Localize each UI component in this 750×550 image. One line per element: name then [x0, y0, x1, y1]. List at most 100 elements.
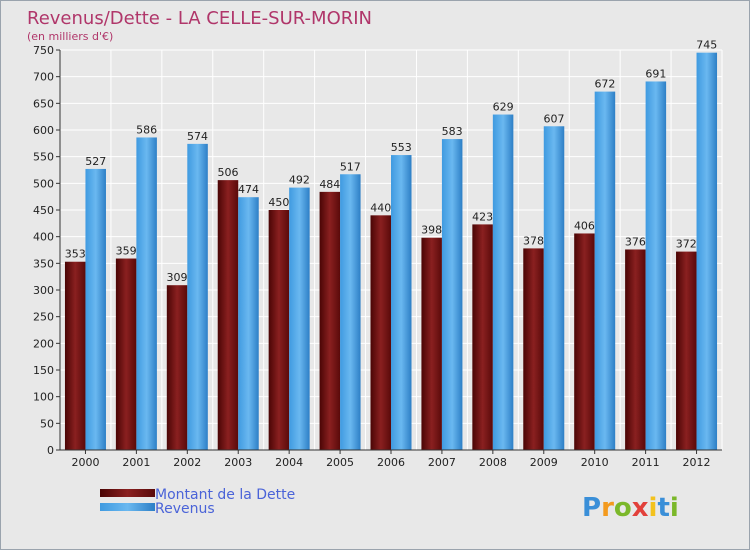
chart-title: Revenus/Dette - LA CELLE-SUR-MORIN — [27, 8, 372, 29]
data-label-revenus: 474 — [238, 183, 259, 196]
data-label-revenus: 492 — [289, 174, 310, 187]
bar-debt — [421, 237, 442, 450]
bar-revenus — [136, 137, 157, 450]
bar-revenus — [543, 126, 565, 451]
bar-revenus — [391, 155, 412, 451]
bar-debt — [268, 210, 290, 450]
bar-revenus — [187, 143, 208, 450]
legend-label-debt: Montant de la Dette — [155, 487, 295, 503]
x-tick-label: 2006 — [377, 456, 405, 469]
data-label-debt: 309 — [167, 271, 188, 284]
data-label-debt: 398 — [421, 224, 442, 237]
chart-subtitle: (en milliers d'€) — [27, 30, 113, 43]
data-label-revenus: 607 — [544, 112, 565, 125]
data-label-revenus: 517 — [340, 160, 361, 173]
y-tick-label: 200 — [33, 337, 54, 350]
bar-debt — [370, 215, 391, 450]
y-tick-label: 550 — [33, 151, 54, 164]
bar-debt — [523, 248, 544, 450]
y-tick-label: 150 — [33, 364, 54, 377]
legend-swatch-revenus — [100, 503, 155, 511]
data-label-revenus: 586 — [136, 123, 157, 136]
bar-debt — [472, 224, 493, 450]
data-label-revenus: 583 — [442, 125, 463, 138]
bar-revenus — [289, 187, 310, 450]
data-label-revenus: 691 — [645, 67, 666, 80]
y-tick-label: 450 — [33, 204, 54, 217]
x-tick-label: 2007 — [428, 456, 456, 469]
data-label-debt: 450 — [268, 196, 289, 209]
y-axis: 0 50 100 150 200 250 300 350 400 450 500 550 600 650 7… — [33, 44, 61, 457]
data-label-revenus: 527 — [85, 155, 106, 168]
logo-letter: x — [632, 493, 649, 523]
bar-revenus — [645, 81, 667, 450]
bar-debt — [64, 261, 86, 450]
x-tick-label: 2001 — [122, 456, 150, 469]
data-label-debt: 359 — [116, 245, 137, 258]
x-axis: 2000 2001 2002 2003 2004 2005 2006 2007 2008 2009… — [60, 449, 722, 469]
y-tick-label: 600 — [33, 124, 54, 137]
x-tick-label: 2011 — [632, 456, 660, 469]
y-tick-label: 500 — [33, 177, 54, 190]
data-label-revenus: 629 — [493, 101, 514, 114]
logo-letter: r — [601, 493, 614, 523]
y-tick-label: 400 — [33, 231, 54, 244]
x-tick-label: 2010 — [581, 456, 609, 469]
bar-revenus — [238, 197, 259, 450]
bar-debt — [115, 258, 137, 450]
legend: Montant de la Dette Revenus — [100, 487, 295, 517]
bar-debt — [217, 180, 239, 450]
x-tick-label: 2002 — [173, 456, 201, 469]
x-tick-label: 2003 — [224, 456, 252, 469]
x-tick-label: 2012 — [683, 456, 711, 469]
bar-debt — [625, 249, 646, 450]
logo-letter: t — [657, 493, 669, 523]
data-label-debt: 353 — [65, 248, 86, 261]
y-tick-label: 0 — [47, 444, 54, 457]
data-label-debt: 484 — [319, 178, 340, 191]
proxiti-logo: Proxiti — [582, 493, 679, 523]
y-tick-label: 50 — [40, 417, 54, 430]
bar-debt — [319, 191, 341, 450]
logo-letter: P — [582, 493, 601, 523]
x-tick-label: 2008 — [479, 456, 507, 469]
data-label-debt: 372 — [676, 238, 697, 251]
y-tick-label: 300 — [33, 284, 54, 297]
y-tick-label: 350 — [33, 257, 54, 270]
bar-revenus — [441, 139, 463, 451]
bar-revenus — [340, 174, 361, 450]
y-tick-label: 750 — [33, 44, 54, 57]
data-label-debt: 378 — [523, 234, 544, 247]
legend-swatch-debt — [100, 489, 155, 497]
y-tick-label: 100 — [33, 391, 54, 404]
bar-revenus — [696, 52, 718, 451]
data-label-debt: 506 — [217, 166, 238, 179]
data-label-debt: 376 — [625, 235, 646, 248]
x-tick-label: 2004 — [275, 456, 303, 469]
logo-letter: i — [670, 493, 679, 523]
data-label-debt: 423 — [472, 210, 493, 223]
bar-debt — [676, 251, 697, 450]
logo-letter: o — [614, 493, 632, 523]
bar-debt — [166, 285, 188, 450]
x-tick-label: 2005 — [326, 456, 354, 469]
bar-revenus — [594, 91, 616, 450]
y-tick-label: 700 — [33, 71, 54, 84]
data-label-revenus: 553 — [391, 141, 412, 154]
x-tick-label: 2009 — [530, 456, 558, 469]
bar-revenus — [492, 114, 514, 451]
bar-revenus — [85, 168, 106, 450]
data-label-debt: 406 — [574, 219, 595, 232]
y-tick-label: 650 — [33, 97, 54, 110]
data-label-revenus: 745 — [696, 39, 717, 52]
logo-letter: i — [649, 493, 658, 523]
data-label-revenus: 672 — [594, 78, 615, 91]
legend-label-revenus: Revenus — [155, 501, 215, 517]
y-tick-label: 250 — [33, 311, 54, 324]
data-label-debt: 440 — [370, 201, 391, 214]
x-tick-label: 2000 — [71, 456, 99, 469]
data-label-revenus: 574 — [187, 130, 208, 143]
bar-debt — [574, 233, 595, 450]
